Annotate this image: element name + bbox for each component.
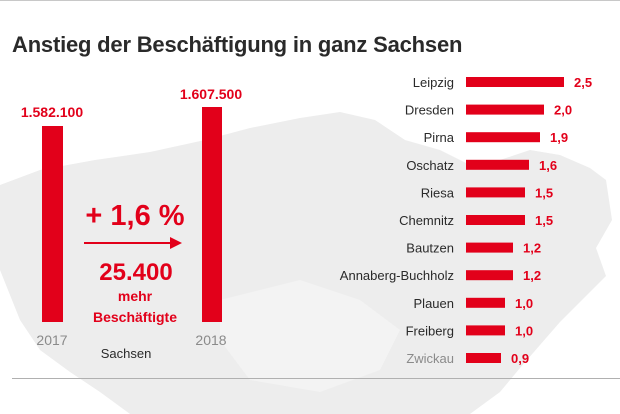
city-bar-plauen bbox=[466, 297, 505, 308]
city-label-freiberg: Freiberg bbox=[406, 323, 454, 338]
city-bar-zwickau bbox=[466, 353, 501, 363]
city-value-plauen: 1,0 bbox=[515, 296, 533, 311]
city-value-leipzig: 2,5 bbox=[574, 75, 592, 90]
city-value-chemnitz: 1,5 bbox=[535, 213, 553, 228]
right-arrow-icon bbox=[84, 237, 182, 249]
city-value-freiberg: 1,0 bbox=[515, 323, 533, 338]
city-value-bautzen: 1,2 bbox=[523, 241, 541, 256]
city-label-chemnitz: Chemnitz bbox=[399, 213, 454, 228]
total-xlabel: Sachsen bbox=[101, 346, 152, 361]
city-value-oschatz: 1,6 bbox=[539, 158, 557, 173]
change-percent-annotation: + 1,6 % bbox=[85, 200, 184, 232]
city-bar-dresden bbox=[466, 104, 544, 115]
city-label-bautzen: Bautzen bbox=[406, 241, 454, 256]
city-bar-bautzen bbox=[466, 242, 513, 253]
city-bar-chemnitz bbox=[466, 215, 525, 225]
city-label-riesa: Riesa bbox=[421, 185, 455, 200]
city-label-plauen: Plauen bbox=[414, 296, 454, 311]
city-label-pirna: Pirna bbox=[424, 130, 455, 145]
city-bar-annaberg-buchholz bbox=[466, 270, 513, 281]
city-label-zwickau: Zwickau bbox=[406, 351, 454, 366]
bottom-rule bbox=[12, 378, 620, 379]
city-value-annaberg-buchholz: 1,2 bbox=[523, 268, 541, 283]
city-bar-oschatz bbox=[466, 159, 529, 170]
total-value-label-2017: 1.582.100 bbox=[21, 104, 83, 120]
city-bar-riesa bbox=[466, 187, 525, 198]
city-value-pirna: 1,9 bbox=[550, 130, 568, 145]
top-rule bbox=[0, 0, 620, 1]
total-value-label-2018: 1.607.500 bbox=[180, 86, 242, 102]
total-bar-2017 bbox=[42, 126, 63, 322]
chart-title: Anstieg der Beschäftigung in ganz Sachse… bbox=[12, 32, 463, 57]
city-value-dresden: 2,0 bbox=[554, 103, 572, 118]
map-shape bbox=[0, 112, 612, 414]
city-label-oschatz: Oschatz bbox=[406, 158, 454, 173]
city-value-riesa: 1,5 bbox=[535, 185, 553, 200]
difference-annotation: 25.400 bbox=[99, 259, 172, 286]
city-bar-pirna bbox=[466, 132, 540, 143]
total-year-label-2017: 2017 bbox=[36, 332, 67, 348]
total-year-label-2018: 2018 bbox=[195, 332, 226, 348]
map-inner-shade bbox=[220, 280, 400, 392]
total-chart: 1.582.100 2017 1.607.500 2018 Sachsen + … bbox=[21, 86, 242, 361]
difference-label-line1: mehr bbox=[118, 288, 153, 304]
city-label-dresden: Dresden bbox=[405, 103, 454, 118]
city-bar-freiberg bbox=[466, 325, 505, 336]
city-label-annaberg-buchholz: Annaberg-Buchholz bbox=[340, 268, 454, 283]
total-bar-2018 bbox=[202, 107, 222, 322]
difference-label-line2: Beschäftigte bbox=[93, 309, 177, 325]
city-value-zwickau: 0,9 bbox=[511, 351, 529, 366]
city-chart: Leipzig 2,5 Dresden 2,0 Pirna 1,9 Oschatz 1,6 Ri… bbox=[340, 75, 592, 366]
city-bar-leipzig bbox=[466, 77, 564, 87]
city-label-leipzig: Leipzig bbox=[413, 75, 454, 90]
